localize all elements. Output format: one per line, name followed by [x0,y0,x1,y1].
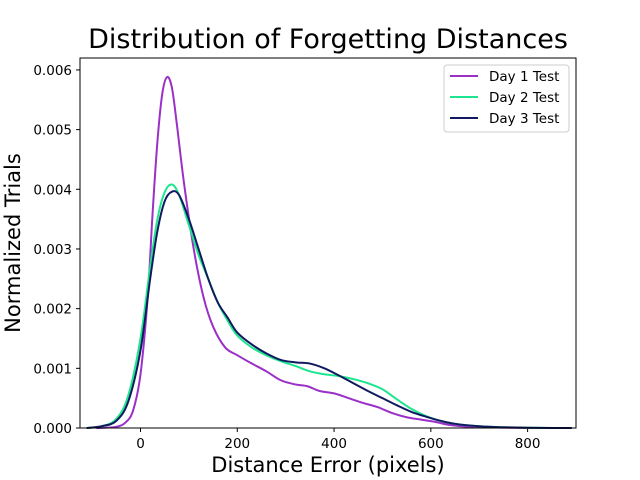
x-axis-label: Distance Error (pixels) [211,453,444,477]
legend: Day 1 Test Day 2 Test Day 3 Test [443,64,570,133]
x-tick-label: 800 [515,436,541,452]
y-tick-label: 0.004 [33,182,72,198]
y-tick-label: 0.006 [33,63,72,79]
y-axis-ticks: 0.000 0.001 0.002 0.003 0.004 0.005 0.006 [33,63,80,437]
plot-frame [79,57,577,429]
legend-label-day-3-test: Day 3 Test [489,111,559,127]
y-tick-label: 0.005 [33,123,72,139]
y-tick-label: 0.002 [33,302,72,318]
legend-label-day-2-test: Day 2 Test [489,90,559,106]
y-axis-label: Normalized Trials [1,153,25,333]
x-tick-label: 400 [321,436,347,452]
y-tick-label: 0.003 [33,242,72,258]
series-line-day-1-test [95,75,573,430]
legend-box [443,64,570,133]
x-tick-label: 0 [136,436,145,452]
chart-title: Distribution of Forgetting Distances [88,24,568,55]
y-tick-label: 0.000 [33,421,72,437]
series-layer [86,75,573,430]
y-tick-label: 0.001 [33,361,72,377]
x-axis-ticks: 0 200 400 600 800 [136,428,541,452]
legend-label-day-1-test: Day 1 Test [489,69,559,85]
x-tick-label: 200 [224,436,250,452]
x-tick-label: 600 [418,436,444,452]
series-line-day-3-test [86,190,573,430]
